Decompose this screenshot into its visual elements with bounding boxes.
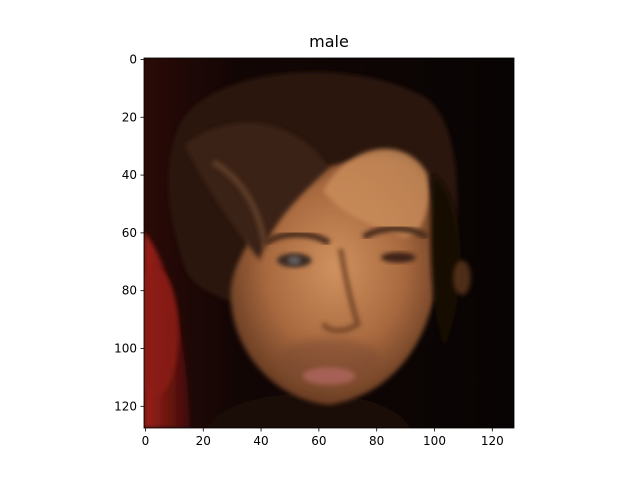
stubble-shadow (276, 338, 382, 385)
hair-fringe (184, 122, 329, 261)
y-tick-label: 60 (122, 226, 137, 240)
neck-collar (207, 393, 410, 428)
axes: 0 20 40 60 80 100 120 0 20 40 60 80 100 120 (114, 52, 515, 448)
lips (302, 367, 356, 385)
face-image (144, 58, 514, 428)
eye-right (381, 252, 416, 263)
y-tick-label: 40 (122, 168, 137, 182)
axes-frame (143, 57, 515, 429)
red-glow-left (144, 269, 179, 397)
hair-strand (211, 159, 269, 250)
x-tick-label: 40 (253, 434, 268, 448)
x-tick-label: 20 (196, 434, 211, 448)
chart-title: male (309, 32, 349, 51)
x-tick-label: 60 (311, 434, 326, 448)
y-tick-label: 120 (114, 399, 137, 413)
x-tick-label: 0 (142, 434, 150, 448)
y-tick-label: 20 (122, 110, 137, 124)
x-tick-label: 80 (369, 434, 384, 448)
ear-right (453, 260, 471, 296)
x-tick-label: 100 (423, 434, 446, 448)
x-tick-label: 120 (481, 434, 504, 448)
hair-right-side (430, 173, 461, 348)
nose (321, 248, 361, 334)
y-tick-label: 100 (114, 342, 137, 356)
eyebrow-right (361, 225, 430, 240)
forehead-highlight (323, 148, 429, 238)
y-tick-label: 0 (129, 52, 137, 66)
y-tick-label: 80 (122, 284, 137, 298)
iris-left (287, 255, 301, 265)
eyebrow-left (263, 231, 331, 246)
